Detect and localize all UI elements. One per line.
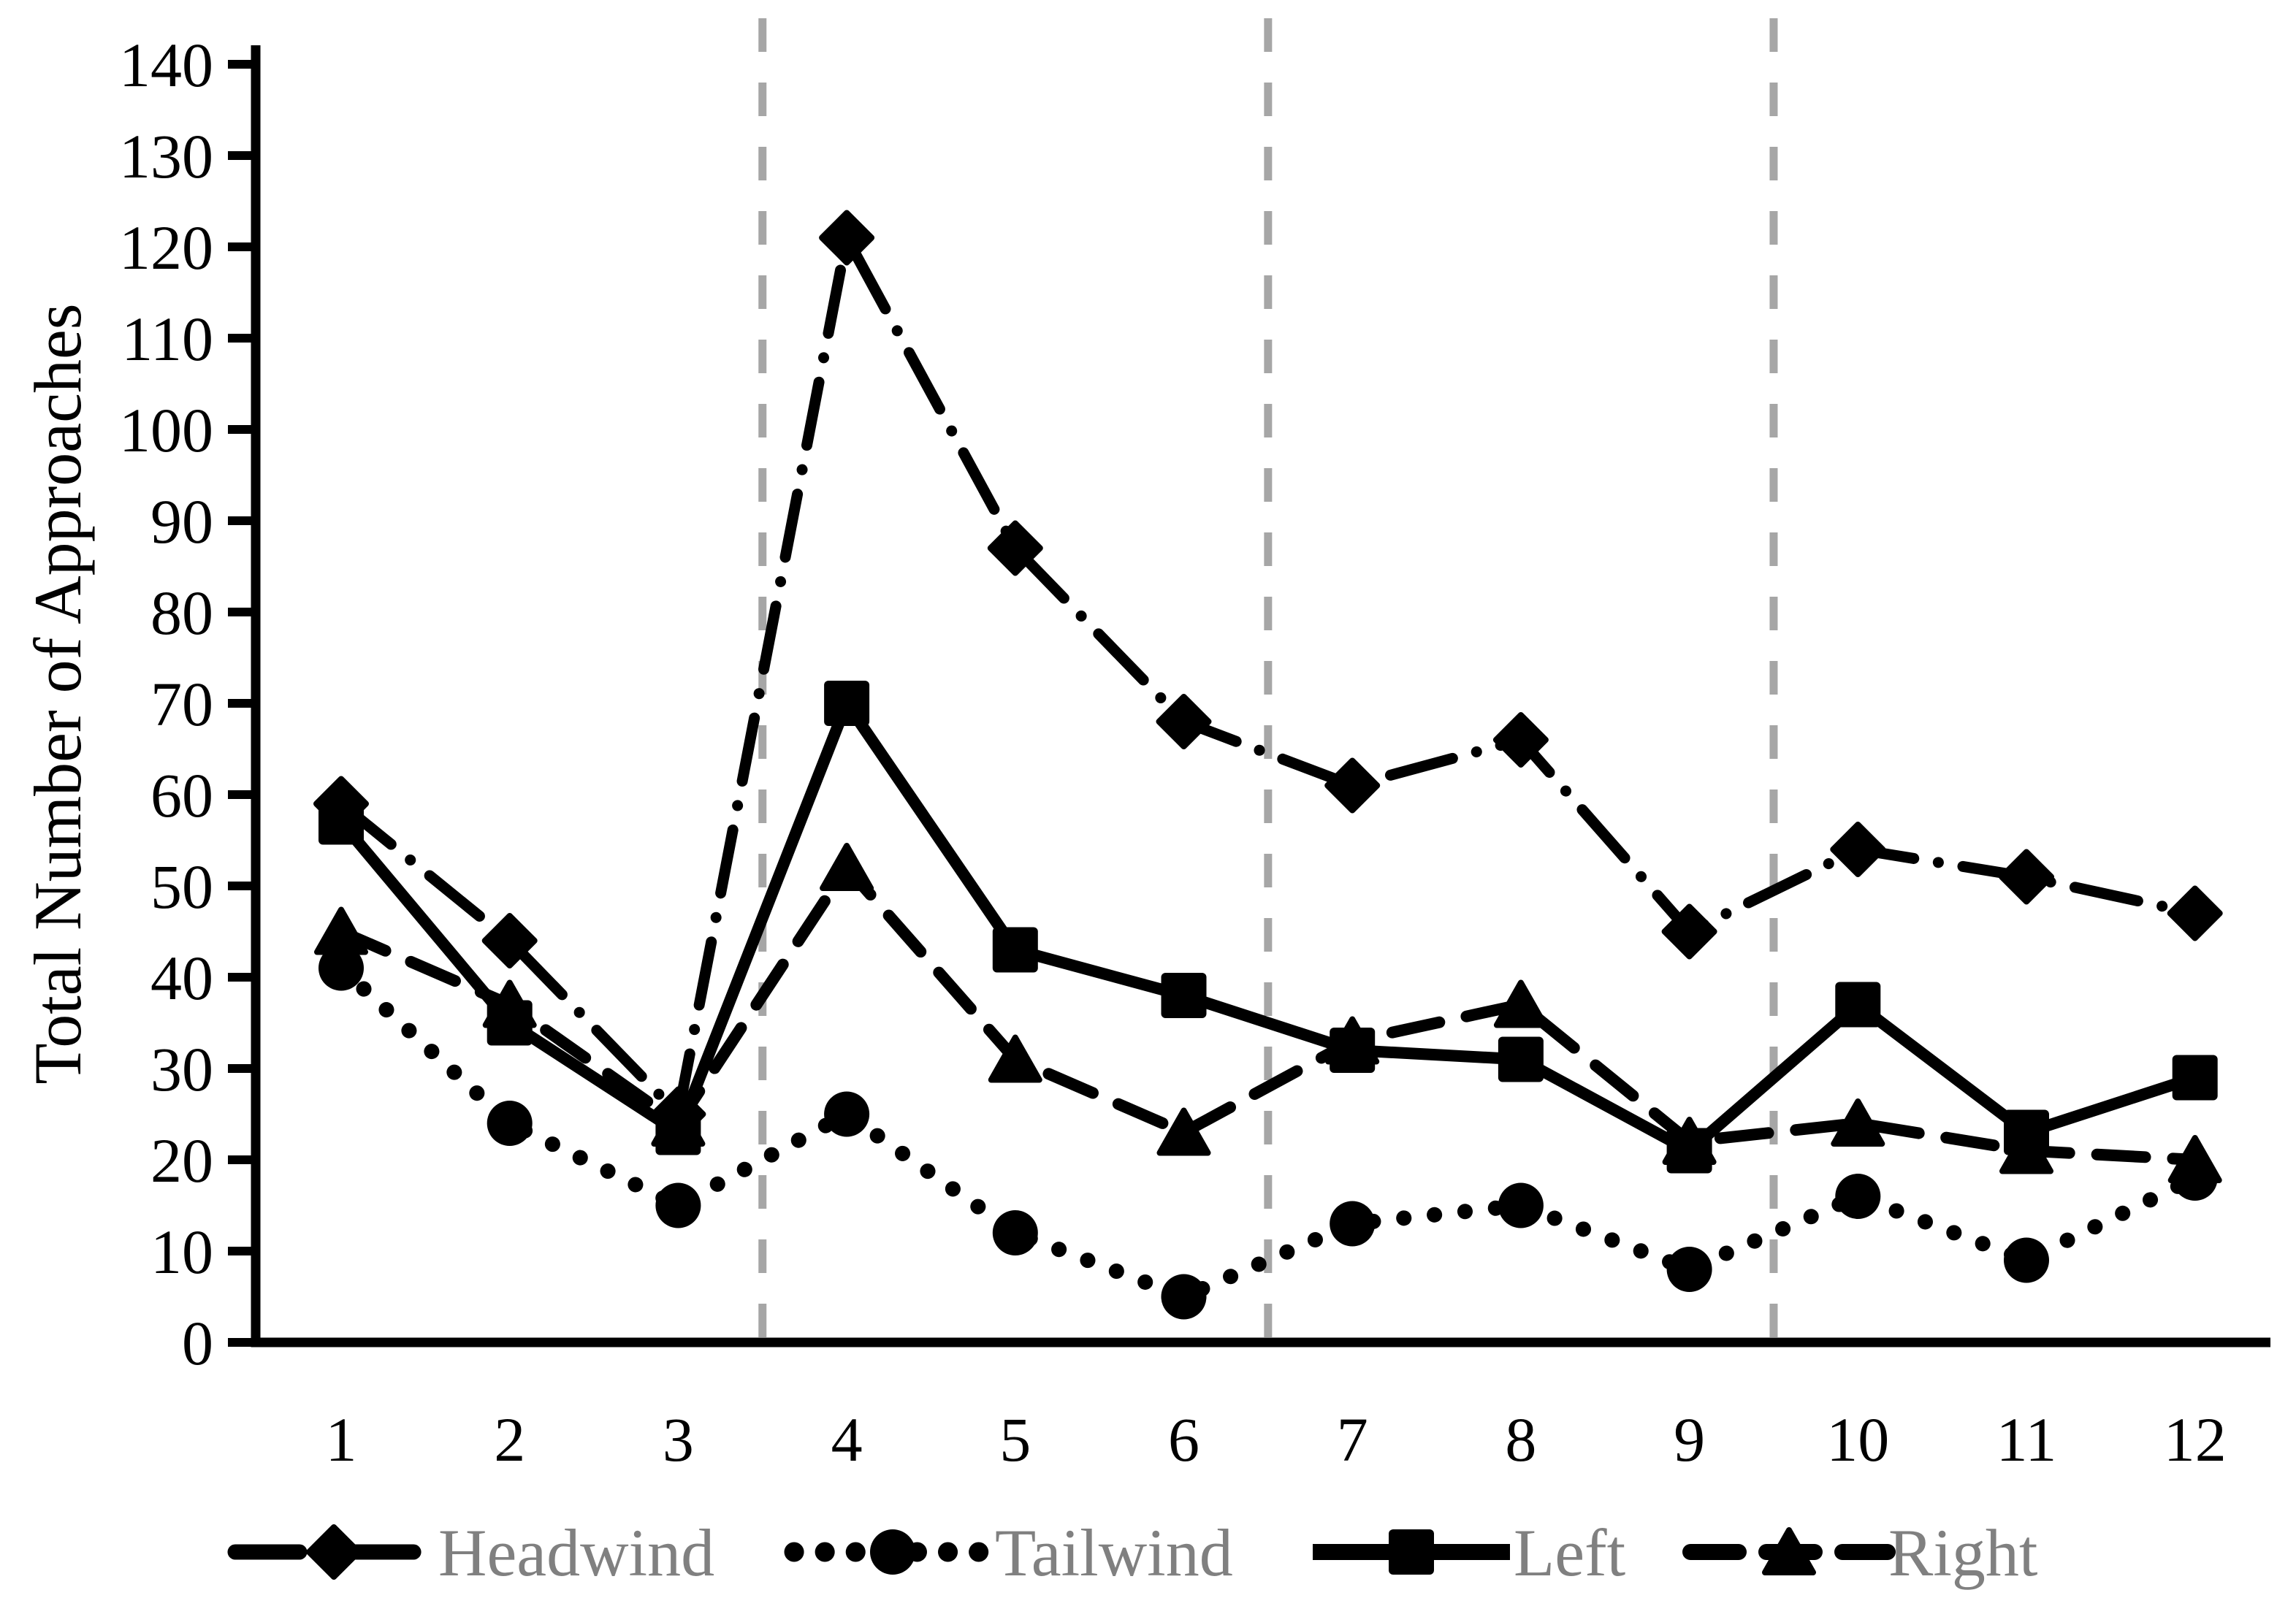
- series-headwind-marker-11: [1999, 849, 2054, 905]
- x-tick-label-4: 4: [831, 1404, 863, 1475]
- legend-item-right: Right: [1682, 1515, 2038, 1590]
- y-tick-label-130: 130: [119, 121, 213, 191]
- series-right-marker-12: [2167, 1135, 2222, 1183]
- series-right-marker-6: [1156, 1107, 1211, 1156]
- series-right: [314, 843, 2222, 1183]
- series-left-marker-5: [992, 927, 1038, 973]
- legend-item-headwind: Headwind: [227, 1515, 714, 1590]
- series-tailwind-marker-5: [992, 1210, 1038, 1255]
- x-tick-label-7: 7: [1337, 1404, 1368, 1475]
- y-tick-label-80: 80: [150, 578, 213, 648]
- series-tailwind-marker-11: [2004, 1237, 2049, 1283]
- series-left-marker-10: [1835, 982, 1881, 1028]
- series-left-marker-1: [319, 799, 364, 845]
- series-tailwind-marker-6: [1161, 1274, 1207, 1320]
- series-left-marker-12: [2172, 1055, 2218, 1101]
- legend-item-left: Left: [1313, 1515, 1626, 1590]
- legend-label-tailwind: Tailwind: [995, 1515, 1233, 1590]
- legend-item-tailwind: Tailwind: [784, 1515, 1233, 1590]
- series-tailwind-marker-1: [319, 945, 364, 991]
- x-tick-label-1: 1: [326, 1404, 357, 1475]
- series-headwind-marker-5: [987, 520, 1043, 576]
- series-headwind-marker-9: [1661, 903, 1717, 960]
- series-right-marker-9: [1662, 1117, 1717, 1165]
- y-tick-label-90: 90: [150, 486, 213, 557]
- legend-label-left: Left: [1514, 1515, 1626, 1590]
- series-left-marker-6: [1161, 973, 1207, 1018]
- legend-marker-headwind: [306, 1524, 362, 1580]
- legend: Headwind Tailwind Left Right: [227, 1515, 2038, 1590]
- series-headwind-marker-10: [1830, 822, 1886, 877]
- series-headwind-marker-8: [1492, 712, 1549, 768]
- series-headwind: [313, 210, 2223, 1142]
- y-tick-label-20: 20: [150, 1125, 213, 1196]
- series-left-line: [336, 697, 2197, 1157]
- series-left-marker-8: [1498, 1036, 1544, 1082]
- series-headwind-marker-4: [819, 210, 875, 266]
- y-tick-label-0: 0: [182, 1308, 213, 1378]
- series-headwind-marker-12: [2167, 885, 2223, 941]
- y-tick-label-70: 70: [150, 669, 213, 739]
- x-tick-label-2: 2: [494, 1404, 525, 1475]
- x-tick-label-3: 3: [663, 1404, 694, 1475]
- y-tick-label-40: 40: [150, 943, 213, 1013]
- x-tick-label-5: 5: [999, 1404, 1031, 1475]
- y-tick-label-100: 100: [119, 395, 213, 465]
- series-right-marker-4: [820, 843, 874, 891]
- series-headwind-marker-7: [1324, 757, 1381, 814]
- series-tailwind-marker-4: [824, 1091, 870, 1137]
- y-axis-title: Total Number of Approaches: [20, 303, 95, 1084]
- legend-marker-right: [1762, 1527, 1816, 1575]
- series-tailwind-marker-9: [1666, 1247, 1712, 1292]
- y-tick-label-50: 50: [150, 852, 213, 922]
- y-tick-label-120: 120: [119, 213, 213, 283]
- x-tick-label-12: 12: [2164, 1404, 2227, 1475]
- series-right-marker-1: [314, 906, 368, 955]
- series-right-marker-7: [1325, 1016, 1380, 1065]
- legend-marker-tailwind: [870, 1529, 915, 1575]
- legend-label-headwind: Headwind: [438, 1515, 714, 1590]
- legend-label-right: Right: [1888, 1515, 2038, 1590]
- series-right-marker-5: [988, 1034, 1042, 1083]
- y-tick-group: 0 10 20 30 40 50 60 70 80 90 100 110 120 130 140: [119, 30, 256, 1378]
- series-tailwind-marker-2: [487, 1101, 533, 1146]
- period-separators: [758, 18, 1778, 1348]
- x-tick-label-10: 10: [1826, 1404, 1889, 1475]
- x-tick-label-8: 8: [1505, 1404, 1536, 1475]
- x-tick-group: 1 2 3 4 5 6 7 8 9 10 11 12: [326, 1404, 2227, 1475]
- legend-marker-left: [1389, 1529, 1434, 1575]
- x-tick-label-6: 6: [1168, 1404, 1200, 1475]
- series-tailwind-marker-10: [1835, 1174, 1881, 1219]
- series-right-marker-3: [651, 1098, 706, 1147]
- y-tick-label-140: 140: [119, 30, 213, 100]
- series-headwind-line: [335, 232, 2201, 1120]
- series-right-marker-11: [1999, 1125, 2053, 1174]
- series-right-marker-2: [482, 979, 537, 1028]
- x-tick-label-11: 11: [1996, 1404, 2057, 1475]
- x-tick-label-9: 9: [1674, 1404, 1705, 1475]
- series-tailwind-marker-3: [655, 1182, 701, 1228]
- y-tick-label-60: 60: [150, 760, 213, 830]
- axes: [251, 45, 2270, 1348]
- y-tick-label-110: 110: [121, 304, 213, 374]
- series-tailwind-marker-8: [1498, 1182, 1544, 1228]
- y-tick-label-30: 30: [150, 1034, 213, 1104]
- series-headwind-marker-6: [1156, 694, 1212, 749]
- series-left-marker-4: [824, 681, 870, 726]
- series-right-marker-10: [1831, 1098, 1885, 1147]
- y-tick-label-10: 10: [150, 1217, 213, 1287]
- series-right-line: [335, 862, 2201, 1166]
- series-tailwind-marker-7: [1330, 1201, 1376, 1247]
- series-headwind-marker-2: [481, 913, 538, 968]
- series-right-marker-8: [1493, 979, 1548, 1028]
